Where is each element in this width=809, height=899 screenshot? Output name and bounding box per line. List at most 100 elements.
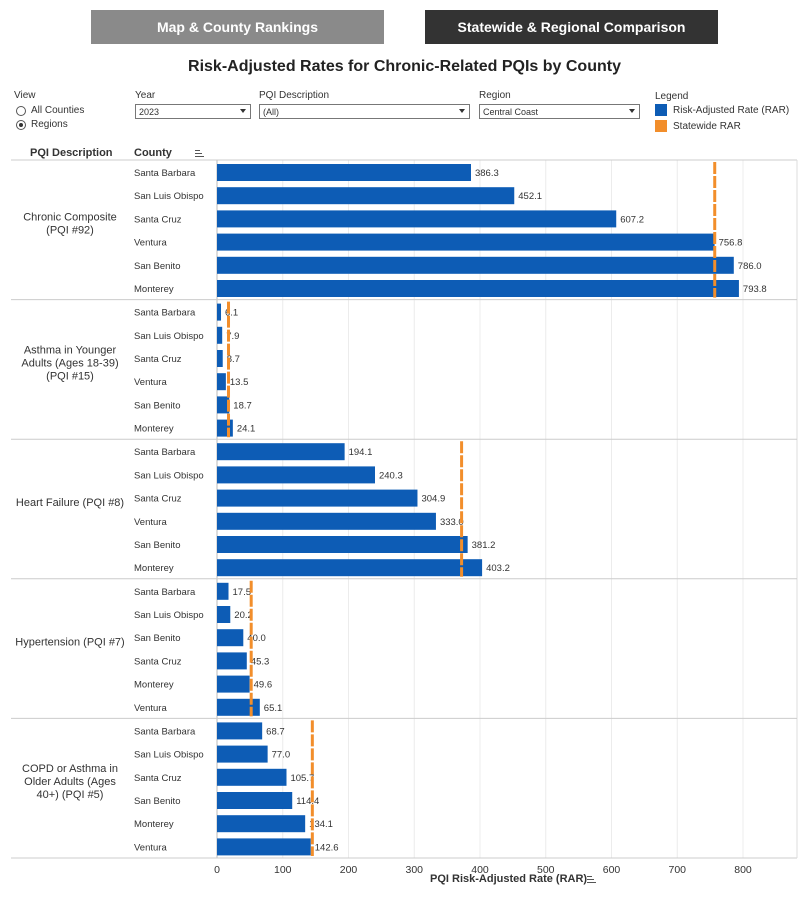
header-county: County <box>134 147 172 159</box>
county-label: San Benito <box>134 400 180 411</box>
tab-statewide-regional-comparison[interactable]: Statewide & Regional Comparison <box>425 10 718 44</box>
county-label: Santa Cruz <box>134 494 182 505</box>
view-option-regions[interactable]: Regions <box>16 119 68 130</box>
group-label-line: Adults (Ages 18-39) <box>21 357 118 369</box>
bar <box>217 815 306 833</box>
group-label-line: Hypertension (PQI #7) <box>15 637 124 649</box>
county-label: San Luis Obispo <box>134 470 204 481</box>
data-label: 65.1 <box>264 703 283 714</box>
bar <box>217 373 226 391</box>
county-label: Santa Barbara <box>134 168 196 179</box>
x-axis-title: PQI Risk-Adjusted Rate (RAR) <box>430 873 588 885</box>
county-label: San Luis Obispo <box>134 610 204 621</box>
county-label: Ventura <box>134 703 167 714</box>
bar <box>217 489 418 507</box>
pqi-select[interactable]: (All) <box>259 104 470 119</box>
county-label: Santa Barbara <box>134 587 196 598</box>
bar <box>217 745 268 763</box>
sort-icon[interactable] <box>587 876 596 884</box>
county-label: Santa Cruz <box>134 214 182 225</box>
data-label: 105.7 <box>290 773 314 784</box>
year-select[interactable]: 2023 <box>135 104 251 119</box>
data-label: 6.1 <box>225 308 238 319</box>
view-option-label: All Counties <box>31 105 85 116</box>
bar <box>217 768 287 786</box>
bar <box>217 652 247 670</box>
bar <box>217 698 260 716</box>
data-label: 49.6 <box>254 680 273 691</box>
x-tick-label: 0 <box>214 864 220 876</box>
x-tick-label: 300 <box>405 864 423 876</box>
county-label: Santa Barbara <box>134 726 196 737</box>
radio-selected-icon <box>16 119 26 130</box>
page-title: Risk-Adjusted Rates for Chronic-Related … <box>188 58 621 75</box>
bar <box>217 466 375 484</box>
group-label-line: 40+) (PQI #5) <box>37 789 104 801</box>
data-label: 756.8 <box>719 238 743 249</box>
view-label: View <box>14 90 36 101</box>
data-label: 45.3 <box>251 656 269 667</box>
view-option-all-counties[interactable]: All Counties <box>16 105 84 116</box>
year-label: Year <box>135 90 156 101</box>
data-label: 40.0 <box>247 633 265 644</box>
data-label: 607.2 <box>620 214 644 225</box>
data-label: 142.6 <box>315 842 339 853</box>
bar <box>217 303 222 321</box>
bar <box>217 326 223 344</box>
bar <box>217 629 244 647</box>
bar <box>217 582 229 600</box>
county-label: San Benito <box>134 796 180 807</box>
county-label: Santa Cruz <box>134 354 182 365</box>
legend-label: Risk-Adjusted Rate (RAR) <box>673 104 790 116</box>
data-label: 786.0 <box>738 261 762 272</box>
data-label: 18.7 <box>233 400 252 411</box>
data-label: 793.8 <box>743 284 767 295</box>
region-label: Region <box>479 90 511 101</box>
x-tick-label: 800 <box>734 864 752 876</box>
region-select[interactable]: Central Coast <box>479 104 640 119</box>
county-label: Santa Cruz <box>134 773 182 784</box>
county-label: Ventura <box>134 842 167 853</box>
chevron-down-icon <box>459 109 465 113</box>
chevron-down-icon <box>629 109 635 113</box>
x-tick-label: 600 <box>603 864 621 876</box>
year-select-value: 2023 <box>139 106 160 117</box>
bar <box>217 792 293 809</box>
bar <box>217 512 436 530</box>
county-label: San Luis Obispo <box>134 750 204 761</box>
bar <box>217 350 223 367</box>
bar <box>217 210 617 228</box>
data-label: 8.7 <box>227 354 240 365</box>
bar <box>217 280 739 297</box>
region-select-value: Central Coast <box>483 106 539 117</box>
bar <box>217 722 263 740</box>
bar <box>217 256 734 274</box>
county-label: Ventura <box>134 517 167 528</box>
legend-item-rar[interactable]: Risk-Adjusted Rate (RAR) <box>655 104 789 116</box>
county-label: San Luis Obispo <box>134 191 204 202</box>
county-label: San Benito <box>134 540 180 551</box>
group-label-line: COPD or Asthma in <box>22 763 118 775</box>
sort-icon[interactable] <box>195 150 204 158</box>
bar <box>217 675 250 693</box>
group-label-line: Chronic Composite <box>23 211 117 223</box>
data-label: 333.0 <box>440 517 464 528</box>
legend-item-statewide[interactable]: Statewide RAR <box>655 120 741 132</box>
data-label: 114.4 <box>296 796 319 807</box>
data-label: 381.2 <box>472 540 496 551</box>
data-label: 194.1 <box>349 447 373 458</box>
county-label: San Benito <box>134 633 180 644</box>
x-tick-label: 200 <box>340 864 358 876</box>
pqi-label: PQI Description <box>259 90 330 101</box>
data-label: 403.2 <box>486 563 510 574</box>
bar <box>217 536 468 553</box>
bar <box>217 838 311 856</box>
group-label: COPD or Asthma in Older Adults (Ages 40+) … <box>22 763 118 801</box>
county-label: Monterey <box>134 424 174 435</box>
chevron-down-icon <box>240 109 246 113</box>
group-label-line: (PQI #15) <box>46 370 94 382</box>
data-label: 240.3 <box>379 470 403 481</box>
tab-map-county-rankings[interactable]: Map & County Rankings <box>91 10 384 44</box>
bar <box>217 164 471 181</box>
